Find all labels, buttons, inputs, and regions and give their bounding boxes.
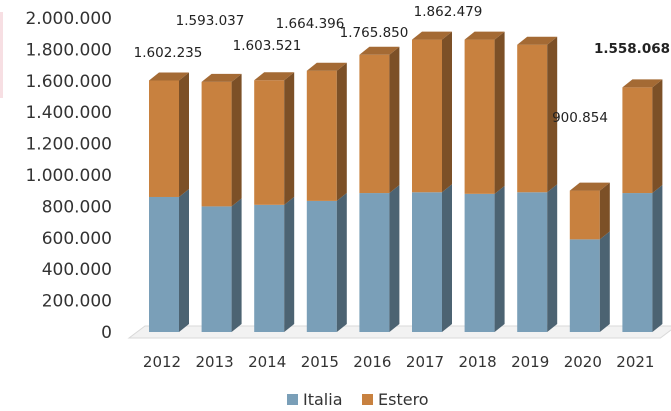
legend-label: Italia: [303, 390, 343, 409]
y-axis: 0 200.000 400.000 600.000 800.000 1.000.000 1.…: [25, 9, 112, 343]
y-tick-label: 800.000: [42, 197, 112, 217]
x-tick-label: 2021: [616, 353, 654, 371]
bar-segment-italia: [306, 192, 347, 332]
x-tick-label: 2020: [564, 353, 602, 371]
y-tick-label: 600.000: [42, 229, 112, 249]
x-tick-label: 2017: [406, 353, 444, 371]
legend-swatch: [287, 394, 298, 405]
bar-segment-estero: [517, 36, 558, 193]
bar-segment-estero: [149, 72, 189, 197]
bar-segment-estero: [306, 62, 347, 201]
bar-segment-italia: [412, 184, 452, 332]
bars: [149, 31, 663, 332]
bar-segment-italia: [464, 185, 505, 332]
bar-segment-estero: [201, 73, 242, 207]
x-tick-label: 2012: [143, 353, 181, 371]
total-labels: 1.602.235 1.593.037 1.603.521 1.664.3961.76…: [134, 4, 670, 126]
total-label: 900.854: [552, 110, 608, 126]
x-tick-label: 2013: [196, 353, 234, 371]
y-tick-label: 1.600.000: [25, 72, 112, 92]
bar-segment-estero: [254, 72, 295, 205]
legend-swatch: [362, 394, 373, 405]
total-label: 1.593.037: [176, 13, 245, 29]
total-label: 1.558.068: [594, 41, 670, 57]
y-tick-label: 0: [101, 323, 112, 343]
bar-segment-italia: [201, 198, 242, 332]
legend-label: Estero: [378, 390, 429, 409]
y-tick-label: 200.000: [42, 292, 112, 312]
bar-segment-estero: [622, 79, 663, 194]
y-tick-label: 1.200.000: [25, 135, 112, 155]
x-tick-label: 2018: [459, 353, 497, 371]
bar-segment-estero: [464, 31, 505, 194]
x-axis: 2012 2013 2014 2015 2016 2017 2018 2019 2020 2021: [143, 353, 655, 371]
x-tick-label: 2015: [301, 353, 339, 371]
total-label: 1.765.850: [340, 25, 409, 41]
bar-segment-italia: [622, 185, 663, 332]
bar-segment-italia: [359, 185, 400, 332]
bar-segment-italia: [517, 184, 558, 332]
y-tick-label: 1.400.000: [25, 103, 112, 123]
x-tick-label: 2014: [248, 353, 286, 371]
x-tick-label: 2016: [353, 353, 391, 371]
bar-segment-estero: [412, 31, 452, 193]
bar-segment-italia: [149, 188, 189, 332]
y-tick-label: 2.000.000: [25, 9, 112, 29]
y-tick-label: 1.800.000: [25, 40, 112, 60]
total-label: 1.603.521: [233, 38, 302, 54]
y-tick-label: 1.000.000: [25, 166, 112, 186]
total-label: 1.602.235: [134, 45, 203, 61]
legend-item-estero: Estero: [362, 390, 429, 409]
total-label: 1.862.479: [414, 4, 483, 20]
legend-item-italia: Italia: [287, 390, 343, 409]
x-tick-label: 2019: [511, 353, 549, 371]
bar-segment-italia: [569, 231, 610, 332]
legend: Italia Estero: [287, 390, 429, 409]
bar-segment-estero: [359, 46, 400, 194]
bar-segment-italia: [254, 196, 295, 332]
edge-marker: [0, 12, 3, 98]
y-tick-label: 400.000: [42, 260, 112, 280]
total-label: 1.664.396: [276, 16, 345, 32]
bar-segment-estero: [569, 182, 610, 240]
